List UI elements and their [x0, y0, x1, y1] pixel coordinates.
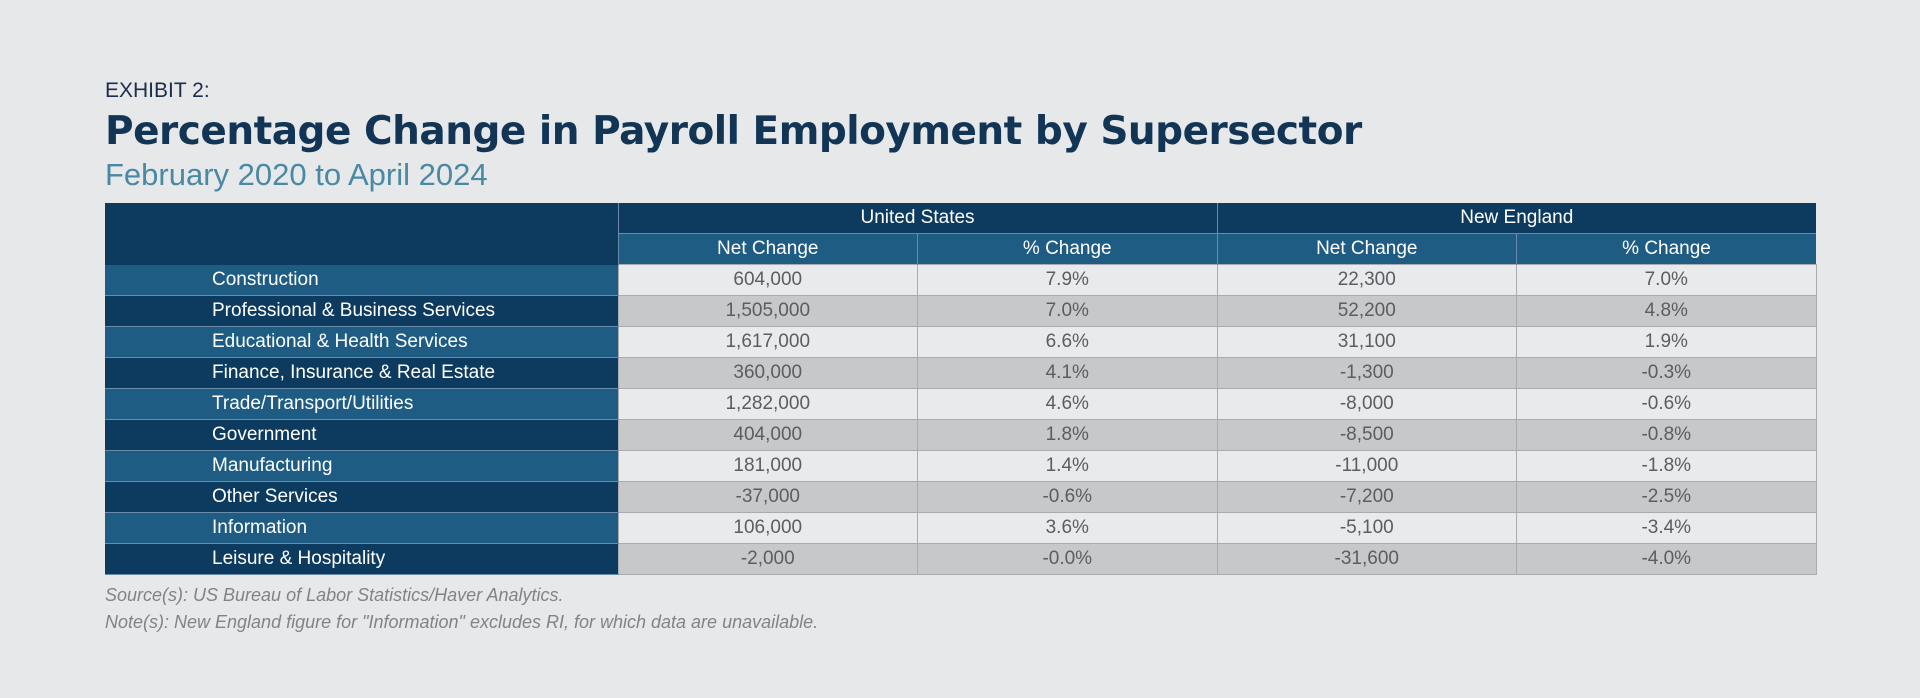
group-header-united-states: United States [617, 203, 1218, 234]
row-label: Government [105, 419, 618, 451]
ne-pct-change-cell: -1.8% [1516, 450, 1817, 482]
row-label: Other Services [105, 481, 618, 513]
column-header-ne-net-change: Net Change [1216, 233, 1517, 265]
exhibit-label: EXHIBIT 2: [105, 79, 210, 102]
ne-net-change-cell: -1,300 [1216, 357, 1518, 389]
table-row: Manufacturing 181,000 1.4% -11,000 -1.8% [105, 450, 1817, 482]
column-header-us-pct-change: % Change [917, 233, 1218, 265]
ne-net-change-cell: -8,000 [1216, 388, 1518, 420]
ne-net-change-cell: 52,200 [1216, 295, 1518, 327]
us-net-change-cell: -2,000 [617, 543, 918, 575]
row-label: Manufacturing [105, 450, 618, 482]
row-label: Educational & Health Services [105, 326, 618, 358]
us-pct-change-cell: 4.1% [917, 357, 1218, 389]
exhibit-panel: EXHIBIT 2: Percentage Change in Payroll … [105, 78, 1817, 636]
us-pct-change-cell: 7.9% [917, 264, 1218, 296]
ne-net-change-cell: -11,000 [1216, 450, 1518, 482]
us-pct-change-cell: 1.4% [917, 450, 1218, 482]
us-pct-change-cell: 6.6% [917, 326, 1218, 358]
group-header-row: United States New England [105, 203, 1817, 234]
us-net-change-cell: -37,000 [617, 481, 918, 513]
table-row: Finance, Insurance & Real Estate 360,000 4… [105, 357, 1817, 389]
ne-net-change-cell: -5,100 [1216, 512, 1518, 544]
table-row: Professional & Business Services 1,505,00… [105, 295, 1817, 327]
employment-table: United States New England Net Change % C… [105, 203, 1817, 575]
us-net-change-cell: 1,505,000 [617, 295, 918, 327]
page-subtitle: February 2020 to April 2024 [105, 157, 488, 192]
ne-pct-change-cell: 1.9% [1516, 326, 1817, 358]
header-corner [105, 203, 618, 234]
us-pct-change-cell: 7.0% [917, 295, 1218, 327]
us-net-change-cell: 404,000 [617, 419, 918, 451]
us-pct-change-cell: 3.6% [917, 512, 1218, 544]
us-net-change-cell: 181,000 [617, 450, 918, 482]
row-label: Trade/Transport/Utilities [105, 388, 618, 420]
us-pct-change-cell: 4.6% [917, 388, 1218, 420]
us-pct-change-cell: 1.8% [917, 419, 1218, 451]
ne-pct-change-cell: -4.0% [1516, 543, 1817, 575]
us-net-change-cell: 360,000 [617, 357, 918, 389]
ne-pct-change-cell: -0.6% [1516, 388, 1817, 420]
ne-pct-change-cell: -2.5% [1516, 481, 1817, 513]
table-row: Information 106,000 3.6% -5,100 -3.4% [105, 512, 1817, 544]
row-label: Information [105, 512, 618, 544]
ne-net-change-cell: -7,200 [1216, 481, 1518, 513]
table-row: Government 404,000 1.8% -8,500 -0.8% [105, 419, 1817, 451]
ne-pct-change-cell: -0.3% [1516, 357, 1817, 389]
us-pct-change-cell: -0.6% [917, 481, 1218, 513]
row-label: Professional & Business Services [105, 295, 618, 327]
footnotes: Source(s): US Bureau of Labor Statistics… [105, 582, 1816, 636]
row-label: Leisure & Hospitality [105, 543, 618, 575]
source-note: Source(s): US Bureau of Labor Statistics… [105, 585, 564, 605]
us-net-change-cell: 106,000 [617, 512, 918, 544]
ne-pct-change-cell: -0.8% [1516, 419, 1817, 451]
ne-net-change-cell: -31,600 [1216, 543, 1518, 575]
group-header-new-england: New England [1216, 203, 1817, 234]
row-label: Finance, Insurance & Real Estate [105, 357, 618, 389]
us-net-change-cell: 1,617,000 [617, 326, 918, 358]
column-header-ne-pct-change: % Change [1516, 233, 1817, 265]
ne-net-change-cell: 31,100 [1216, 326, 1518, 358]
us-net-change-cell: 604,000 [617, 264, 918, 296]
table-row: Other Services -37,000 -0.6% -7,200 -2.5% [105, 481, 1817, 513]
us-pct-change-cell: -0.0% [917, 543, 1218, 575]
ne-pct-change-cell: 4.8% [1516, 295, 1817, 327]
table-row: Trade/Transport/Utilities 1,282,000 4.6% -8… [105, 388, 1817, 420]
data-note: Note(s): New England figure for "Informa… [105, 612, 819, 632]
ne-net-change-cell: 22,300 [1216, 264, 1518, 296]
row-label: Construction [105, 264, 618, 296]
ne-pct-change-cell: -3.4% [1516, 512, 1817, 544]
table-body: Construction 604,000 7.9% 22,300 7.0% Profess… [105, 264, 1817, 575]
table-row: Leisure & Hospitality -2,000 -0.0% -31,600-… [105, 543, 1817, 575]
page-title: Percentage Change in Payroll Employment … [105, 109, 1362, 154]
column-header-us-net-change: Net Change [617, 233, 918, 265]
ne-pct-change-cell: 7.0% [1516, 264, 1817, 296]
table-row: Construction 604,000 7.9% 22,300 7.0% [105, 264, 1817, 296]
column-header-row: Net Change % Change Net Change % Change [105, 233, 1817, 265]
us-net-change-cell: 1,282,000 [617, 388, 918, 420]
table-row: Educational & Health Services 1,617,000 6.… [105, 326, 1817, 358]
ne-net-change-cell: -8,500 [1216, 419, 1518, 451]
header-corner-lower [105, 233, 618, 265]
